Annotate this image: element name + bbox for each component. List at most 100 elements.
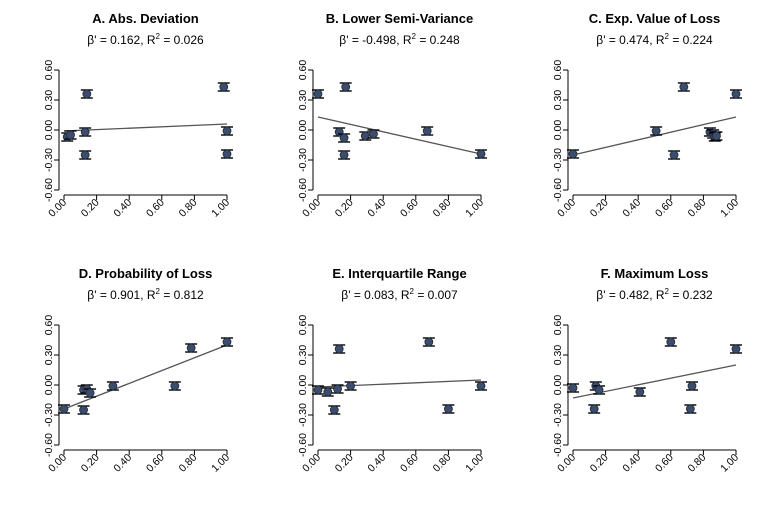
data-point — [328, 405, 341, 415]
panel-title: E. Interquartile Range — [332, 266, 466, 281]
x-tick-label: 0.60 — [144, 452, 167, 475]
point-marker — [594, 385, 604, 395]
panel-subtitle: β' = -0.498, R2 = 0.248 — [339, 32, 460, 47]
point-marker — [323, 387, 333, 397]
x-tick-label: 0.80 — [686, 452, 709, 475]
point-marker — [666, 337, 676, 347]
point-marker — [589, 404, 599, 414]
x-tick-label: 0.20 — [588, 197, 611, 220]
panel-subtitle: β' = 0.162, R2 = 0.026 — [87, 32, 204, 47]
data-point — [422, 337, 435, 347]
x-tick-label: 1.00 — [718, 452, 741, 475]
data-point — [217, 82, 230, 92]
panel-title: B. Lower Semi-Variance — [326, 11, 473, 26]
data-point — [321, 387, 334, 397]
x-tick-label: 0.40 — [620, 197, 643, 220]
point-marker — [59, 404, 69, 414]
x-tick-label: 0.80 — [177, 197, 200, 220]
panel-1: A. Abs. Deviation β' = 0.162, R2 = 0.026 -… — [43, 11, 233, 220]
y-tick-label: 0.60 — [297, 60, 309, 81]
point-marker — [313, 385, 323, 395]
x-tick-label: 0.40 — [365, 197, 388, 220]
fit-line — [317, 116, 482, 155]
data-point — [367, 129, 380, 139]
x-tick-label: 0.60 — [398, 197, 421, 220]
data-point — [730, 344, 742, 354]
data-point — [588, 404, 601, 414]
data-point — [221, 149, 233, 159]
point-marker — [219, 82, 229, 92]
point-marker — [568, 149, 578, 159]
data-point — [80, 89, 93, 99]
y-tick-label: -0.60 — [297, 433, 309, 457]
y-tick-label: 0.00 — [43, 120, 55, 141]
panel-5: E. Interquartile Range β' = 0.083, R2 = 0… — [297, 266, 487, 475]
point-marker — [424, 337, 434, 347]
data-point — [331, 384, 344, 394]
data-point — [664, 337, 677, 347]
point-marker — [422, 126, 432, 136]
fit-line — [317, 379, 482, 388]
point-marker — [476, 381, 486, 391]
x-tick-label: 0.80 — [177, 452, 200, 475]
panel-title: F. Maximum Loss — [601, 266, 709, 281]
y-tick-label: 0.30 — [43, 345, 55, 366]
data-point — [684, 404, 697, 414]
y-tick-label: 0.60 — [552, 60, 564, 81]
data-point — [359, 131, 372, 141]
x-tick-label: 0.80 — [431, 197, 454, 220]
y-tick-label: 0.30 — [552, 90, 564, 111]
y-tick-label: -0.30 — [43, 148, 55, 172]
point-marker — [339, 133, 349, 143]
data-point — [338, 150, 351, 160]
point-marker — [334, 344, 344, 354]
x-tick-label: 0.20 — [333, 452, 356, 475]
point-marker — [79, 405, 88, 415]
y-tick-label: 0.00 — [552, 375, 564, 396]
data-point — [333, 344, 346, 354]
x-tick-label: 0.60 — [398, 452, 421, 475]
point-marker — [313, 89, 323, 99]
point-marker — [82, 89, 92, 99]
x-tick-label: 1.00 — [209, 197, 232, 220]
point-marker — [222, 149, 232, 159]
y-tick-label: -0.60 — [43, 178, 55, 202]
data-point — [567, 383, 579, 393]
y-tick-label: -0.30 — [297, 403, 309, 427]
point-marker — [476, 149, 486, 159]
data-point — [79, 127, 92, 137]
point-marker — [222, 126, 232, 136]
data-point — [312, 89, 324, 99]
point-marker — [635, 387, 645, 397]
y-tick-label: 0.00 — [297, 120, 309, 141]
point-marker — [186, 343, 196, 353]
x-tick-label: 0.40 — [111, 452, 134, 475]
panel-title: A. Abs. Deviation — [92, 11, 198, 26]
point-marker — [360, 131, 370, 141]
point-marker — [669, 150, 679, 160]
y-tick-label: -0.60 — [552, 433, 564, 457]
y-tick-label: -0.60 — [552, 178, 564, 202]
point-marker — [222, 337, 232, 347]
x-tick-label: 0.60 — [144, 197, 167, 220]
y-tick-label: -0.30 — [552, 148, 564, 172]
point-marker — [731, 89, 741, 99]
x-tick-label: 0.60 — [653, 197, 676, 220]
x-tick-label: 0.80 — [431, 452, 454, 475]
panel-subtitle: β' = 0.482, R2 = 0.232 — [596, 287, 713, 302]
data-point — [668, 150, 681, 160]
data-point — [710, 131, 723, 141]
data-point — [650, 126, 663, 136]
point-marker — [329, 405, 339, 415]
point-marker — [679, 82, 689, 92]
point-marker — [170, 381, 180, 391]
x-tick-label: 0.20 — [333, 197, 356, 220]
point-marker — [341, 82, 351, 92]
panel-title: D. Probability of Loss — [79, 266, 213, 281]
y-tick-label: 0.30 — [552, 345, 564, 366]
fit-line — [63, 123, 228, 132]
x-tick-label: 0.60 — [653, 452, 676, 475]
x-tick-label: 0.80 — [686, 197, 709, 220]
y-tick-label: 0.30 — [43, 90, 55, 111]
